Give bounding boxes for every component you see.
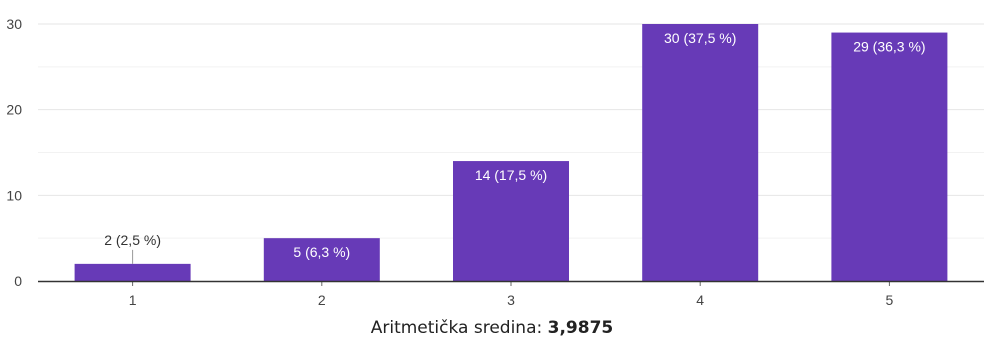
mean-label: Aritmetička sredina: — [370, 318, 543, 338]
mean-caption: Aritmetička sredina: 3,9875 — [0, 318, 984, 338]
y-tick-label: 30 — [6, 16, 22, 32]
data-label: 2 (2,5 %) — [104, 232, 161, 248]
y-tick-label: 0 — [14, 273, 22, 289]
bar — [831, 32, 948, 281]
data-label: 30 (37,5 %) — [664, 30, 736, 46]
x-tick-label: 5 — [886, 292, 894, 308]
bar — [453, 161, 569, 281]
bar-chart: 0 10 20 30 2 (2,5 %) 1 5 (6,3 %) 2 14 (17,5 %) 3 3… — [6, 16, 984, 308]
x-tick-label: 2 — [318, 292, 326, 308]
mean-value: 3,9875 — [547, 318, 614, 338]
data-label: 14 (17,5 %) — [475, 167, 547, 183]
x-tick-label: 1 — [129, 292, 137, 308]
y-tick-label: 20 — [6, 102, 22, 118]
bar — [642, 24, 759, 281]
bar — [263, 238, 380, 281]
x-tick-label: 4 — [696, 292, 704, 308]
data-label: 29 (36,3 %) — [853, 39, 925, 55]
data-label: 5 (6,3 %) — [293, 244, 350, 260]
y-tick-label: 10 — [6, 187, 22, 203]
bar — [74, 263, 191, 281]
x-tick-label: 3 — [507, 292, 515, 308]
chart-canvas: 0 10 20 30 2 (2,5 %) 1 5 (6,3 %) 2 14 (17,5 %) 3 3… — [6, 16, 984, 308]
